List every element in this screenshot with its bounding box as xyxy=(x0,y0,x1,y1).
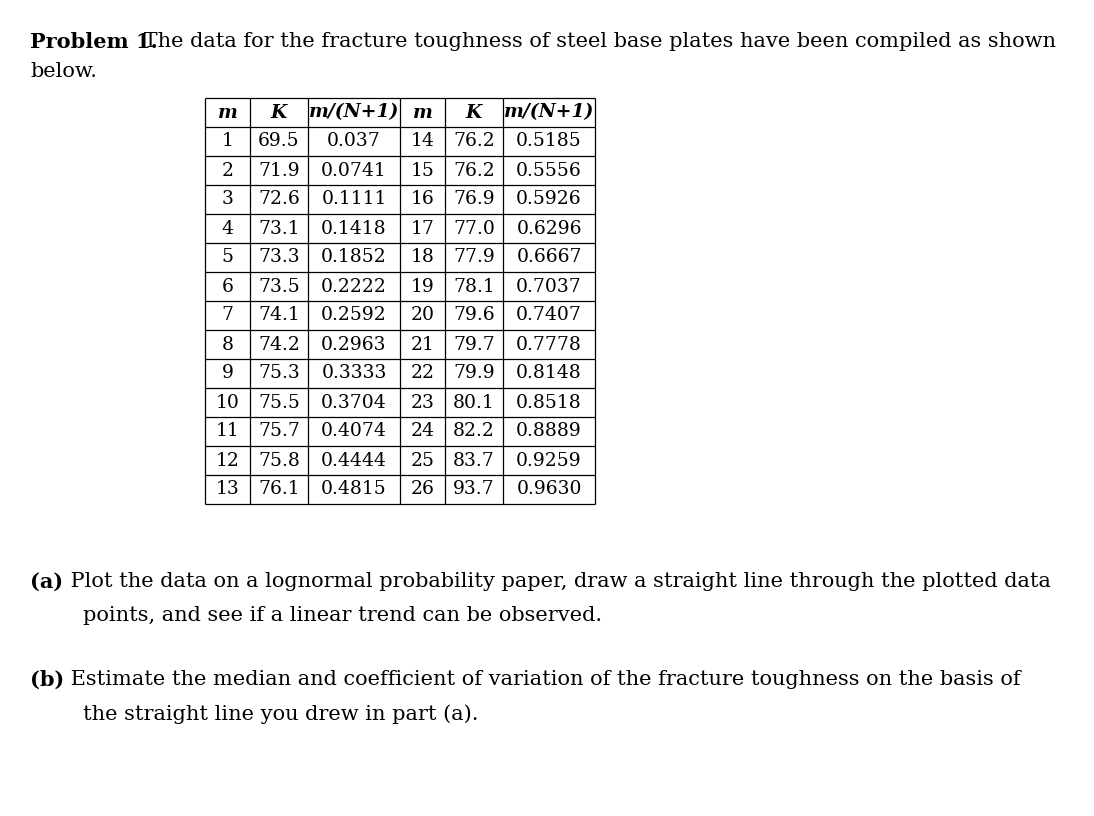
Text: 0.6296: 0.6296 xyxy=(516,220,582,237)
Text: 0.1418: 0.1418 xyxy=(322,220,387,237)
Text: 69.5: 69.5 xyxy=(258,132,300,150)
Text: 10: 10 xyxy=(216,393,240,411)
Text: 73.5: 73.5 xyxy=(258,277,300,295)
Text: 0.5926: 0.5926 xyxy=(516,190,582,209)
Text: 75.8: 75.8 xyxy=(258,451,300,469)
Text: 20: 20 xyxy=(410,307,434,325)
Text: 0.2222: 0.2222 xyxy=(321,277,387,295)
Text: 0.8889: 0.8889 xyxy=(516,423,582,441)
Text: 76.1: 76.1 xyxy=(258,481,300,499)
Text: The data for the fracture toughness of steel base plates have been compiled as s: The data for the fracture toughness of s… xyxy=(137,32,1056,51)
Text: 6: 6 xyxy=(222,277,233,295)
Text: 76.2: 76.2 xyxy=(453,132,494,150)
Text: 79.6: 79.6 xyxy=(453,307,494,325)
Text: below.: below. xyxy=(30,62,97,81)
Text: Plot the data on a lognormal probability paper, draw a straight line through the: Plot the data on a lognormal probability… xyxy=(65,572,1051,591)
Text: 77.9: 77.9 xyxy=(453,249,494,267)
Text: 0.1852: 0.1852 xyxy=(322,249,387,267)
Text: 3: 3 xyxy=(222,190,233,209)
Text: 78.1: 78.1 xyxy=(453,277,494,295)
Text: 19: 19 xyxy=(410,277,434,295)
Text: 4: 4 xyxy=(221,220,233,237)
Text: 76.9: 76.9 xyxy=(453,190,494,209)
Text: 0.4074: 0.4074 xyxy=(321,423,387,441)
Text: 0.5185: 0.5185 xyxy=(516,132,582,150)
Text: points, and see if a linear trend can be observed.: points, and see if a linear trend can be… xyxy=(83,606,602,625)
Text: 1: 1 xyxy=(222,132,233,150)
Text: 21: 21 xyxy=(410,335,434,353)
Text: 22: 22 xyxy=(410,365,434,383)
Text: 0.9630: 0.9630 xyxy=(516,481,582,499)
Text: m: m xyxy=(412,104,432,122)
Text: 72.6: 72.6 xyxy=(258,190,300,209)
Text: 93.7: 93.7 xyxy=(453,481,494,499)
Text: 25: 25 xyxy=(410,451,434,469)
Text: 73.3: 73.3 xyxy=(258,249,300,267)
Text: 0.6667: 0.6667 xyxy=(516,249,582,267)
Text: 0.3704: 0.3704 xyxy=(322,393,387,411)
Text: 71.9: 71.9 xyxy=(258,162,300,180)
Text: m/(N+1): m/(N+1) xyxy=(309,104,399,122)
Text: 0.8518: 0.8518 xyxy=(516,393,582,411)
Text: 14: 14 xyxy=(410,132,434,150)
Text: 9: 9 xyxy=(222,365,233,383)
Text: m/(N+1): m/(N+1) xyxy=(504,104,594,122)
Text: 0.8148: 0.8148 xyxy=(516,365,582,383)
Text: 26: 26 xyxy=(410,481,434,499)
Text: 74.1: 74.1 xyxy=(258,307,300,325)
Text: 0.2963: 0.2963 xyxy=(322,335,387,353)
Text: 2: 2 xyxy=(221,162,233,180)
Text: 80.1: 80.1 xyxy=(453,393,494,411)
Text: 0.7407: 0.7407 xyxy=(516,307,582,325)
Text: 24: 24 xyxy=(410,423,434,441)
Text: (b): (b) xyxy=(30,670,65,690)
Text: Estimate the median and coefficient of variation of the fracture toughness on th: Estimate the median and coefficient of v… xyxy=(65,670,1021,689)
Text: 11: 11 xyxy=(216,423,240,441)
Text: 23: 23 xyxy=(410,393,434,411)
Text: 0.2592: 0.2592 xyxy=(322,307,387,325)
Text: 0.7778: 0.7778 xyxy=(516,335,582,353)
Text: 0.4815: 0.4815 xyxy=(322,481,387,499)
Text: m: m xyxy=(218,104,237,122)
Text: 13: 13 xyxy=(216,481,240,499)
Text: 83.7: 83.7 xyxy=(453,451,494,469)
Text: K: K xyxy=(271,104,287,122)
Text: (a): (a) xyxy=(30,572,63,592)
Text: the straight line you drew in part (a).: the straight line you drew in part (a). xyxy=(83,704,478,724)
Text: 0.9259: 0.9259 xyxy=(516,451,582,469)
Text: 15: 15 xyxy=(410,162,434,180)
Text: 74.2: 74.2 xyxy=(258,335,300,353)
Text: 0.3333: 0.3333 xyxy=(322,365,386,383)
Text: 18: 18 xyxy=(410,249,434,267)
Text: 0.1111: 0.1111 xyxy=(322,190,386,209)
Text: 5: 5 xyxy=(221,249,233,267)
Text: Problem 1.: Problem 1. xyxy=(30,32,158,52)
Text: 75.3: 75.3 xyxy=(258,365,300,383)
Text: 73.1: 73.1 xyxy=(258,220,300,237)
Text: 0.037: 0.037 xyxy=(327,132,381,150)
Text: 76.2: 76.2 xyxy=(453,162,494,180)
Text: 82.2: 82.2 xyxy=(453,423,494,441)
Text: 77.0: 77.0 xyxy=(453,220,494,237)
Text: 0.4444: 0.4444 xyxy=(321,451,387,469)
Text: 75.7: 75.7 xyxy=(258,423,300,441)
Text: 79.7: 79.7 xyxy=(453,335,494,353)
Text: 0.5556: 0.5556 xyxy=(516,162,582,180)
Text: K: K xyxy=(466,104,482,122)
Text: 75.5: 75.5 xyxy=(258,393,300,411)
Text: 79.9: 79.9 xyxy=(453,365,494,383)
Text: 12: 12 xyxy=(216,451,240,469)
Text: 0.0741: 0.0741 xyxy=(322,162,387,180)
Text: 8: 8 xyxy=(221,335,233,353)
Text: 17: 17 xyxy=(410,220,434,237)
Text: 0.7037: 0.7037 xyxy=(516,277,582,295)
Text: 7: 7 xyxy=(221,307,233,325)
Text: 16: 16 xyxy=(410,190,434,209)
